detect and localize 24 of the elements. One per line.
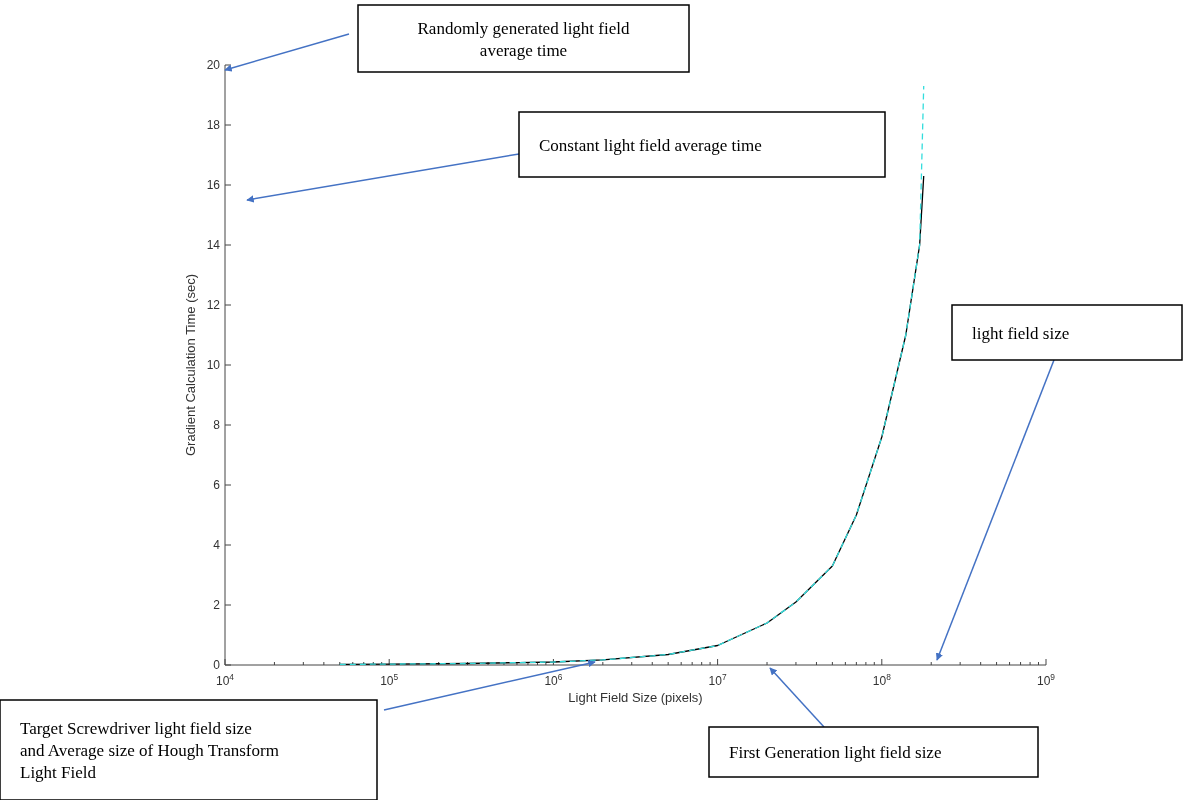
text: First Generation light field size: [729, 743, 942, 762]
y-tick-label: 16: [206, 178, 221, 192]
y-tick-label: 8: [213, 418, 221, 432]
y-axis-title: Gradient Calculation Time (sec): [183, 273, 198, 457]
text: Target Screwdriver light field size and Average size of Hough Transform Light Field: [20, 719, 279, 782]
y-tick-label: 10: [206, 358, 221, 372]
x-tick-label: 10$^{4}$: [215, 672, 235, 688]
y-tick-label: 6: [213, 478, 221, 492]
x-tick-label: 10$^{7}$: [708, 672, 727, 688]
text: Randomly generated light field average time: [417, 18, 630, 60]
y-tick-label: 4: [213, 538, 221, 552]
annotation: light field size: [972, 323, 1070, 343]
annotation: Constant light field average time: [539, 135, 762, 155]
x-tick-label: 10$^{8}$: [872, 672, 892, 688]
y-tick-label: 2: [213, 598, 221, 612]
x-tick-label: 10$^{6}$: [544, 672, 563, 688]
y-tick-label: 14: [206, 238, 221, 252]
x-tick-label: 10$^{5}$: [380, 672, 399, 688]
y-tick-label: 12: [206, 298, 221, 312]
x-axis-title: Light Field Size (pixels): [568, 690, 703, 705]
y-tick-label: 0: [213, 658, 221, 672]
x-tick-label: 10$^{9}$: [1036, 672, 1056, 688]
y-tick-label: 20: [206, 58, 221, 72]
y-tick-label: 18: [206, 118, 221, 132]
